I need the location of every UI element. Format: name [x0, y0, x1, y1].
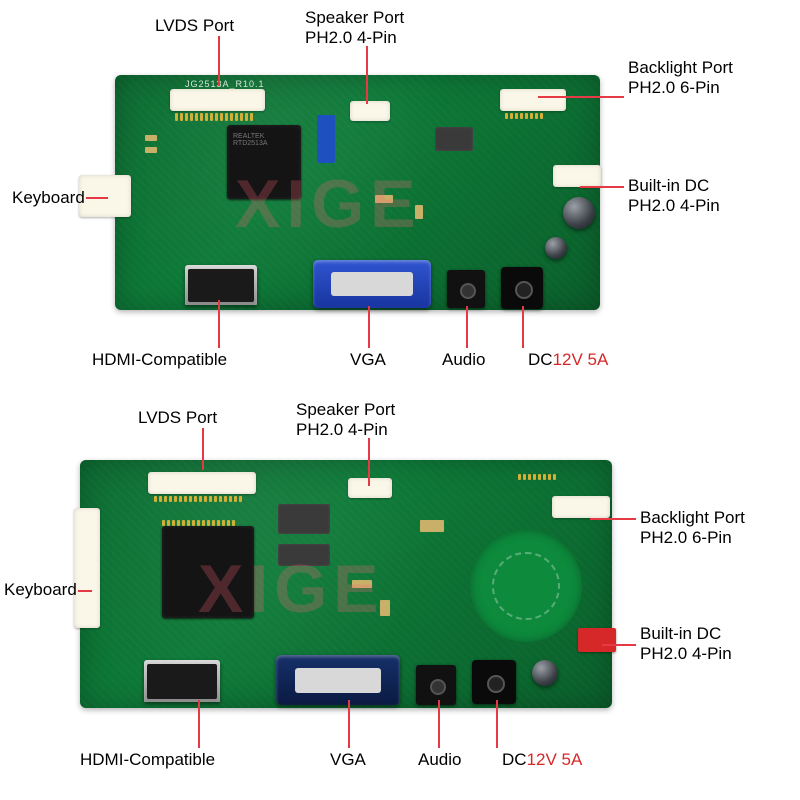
board1-audio-label: Audio: [442, 350, 485, 370]
board1-keyboard-connector: [79, 175, 131, 217]
board1-lvds-connector: [170, 89, 265, 111]
board1-pcb: JG2513A_R10.1 REALTEKRTD2513A: [115, 75, 600, 310]
board2-hdmi-label: HDMI-Compatible: [80, 750, 215, 770]
board2-vga-label: VGA: [330, 750, 366, 770]
board1-backlight-pins: [505, 113, 543, 119]
board1-vga-port: [313, 260, 431, 308]
board2-builtin-dc-connector: [578, 628, 616, 652]
board2-backlight-connector: [552, 496, 610, 518]
board2-keyboard-label: Keyboard: [4, 580, 77, 600]
board1-backlight-connector: [500, 89, 566, 111]
board1-capacitor: [563, 197, 595, 229]
board2-speaker-label: Speaker Port PH2.0 4-Pin: [296, 400, 395, 439]
board1-lvds-label: LVDS Port: [155, 16, 234, 36]
board2-speaker-pad: [470, 530, 582, 642]
board2-pcb: [80, 460, 612, 708]
board2-dc-label: DC12V 5A: [502, 750, 582, 770]
board1-builtin-dc-connector: [553, 165, 601, 187]
board2-vga-port: [276, 655, 400, 705]
board1-hdmi-port: [185, 265, 257, 305]
board2-keyboard-connector: [74, 508, 100, 628]
board1-builtin-dc-label: Built-in DC PH2.0 4-Pin: [628, 176, 720, 215]
board1-speaker-label: Speaker Port PH2.0 4-Pin: [305, 8, 404, 47]
board1-blue-jumper: [317, 115, 335, 163]
board2-builtin-dc-label: Built-in DC PH2.0 4-Pin: [640, 624, 732, 663]
board2-lvds-connector: [148, 472, 256, 494]
board2-audio-port: [416, 665, 456, 705]
board2-main-chip: [162, 526, 254, 618]
board1-vga-label: VGA: [350, 350, 386, 370]
board1-capacitor: [545, 237, 567, 259]
board2-dc-port: [472, 660, 516, 704]
board1-dc-port: [501, 267, 543, 309]
board1-silkscreen: JG2513A_R10.1: [185, 79, 265, 89]
board1-hdmi-label: HDMI-Compatible: [92, 350, 227, 370]
board1-section: JG2513A_R10.1 REALTEKRTD2513A XIG: [0, 0, 800, 400]
board2-speaker-connector: [348, 478, 392, 498]
board2-lvds-label: LVDS Port: [138, 408, 217, 428]
board1-main-chip: REALTEKRTD2513A: [227, 125, 301, 199]
board1-audio-port: [447, 270, 485, 308]
board1-backlight-label: Backlight Port PH2.0 6-Pin: [628, 58, 733, 97]
board2-hdmi-port: [144, 660, 220, 702]
board1-speaker-connector: [350, 101, 390, 121]
board1-keyboard-label: Keyboard: [12, 188, 85, 208]
board2-section: XIGE LVDS Port Speaker Port PH2.0 4-Pin …: [0, 400, 800, 800]
board2-audio-label: Audio: [418, 750, 461, 770]
board2-backlight-label: Backlight Port PH2.0 6-Pin: [640, 508, 745, 547]
board2-secondary-chip: [278, 504, 330, 534]
board1-dc-label: DC12V 5A: [528, 350, 608, 370]
board1-lvds-pins: [175, 113, 253, 121]
